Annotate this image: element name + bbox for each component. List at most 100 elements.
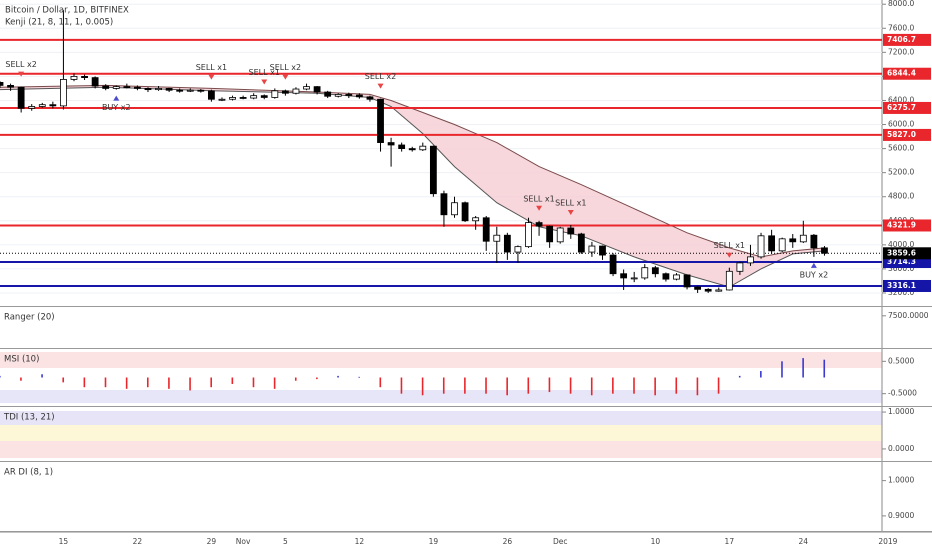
x-tick-label: 19 [429, 537, 439, 546]
panel-title: MSI (10) [4, 355, 39, 365]
candle-body [525, 222, 532, 248]
candle-body [186, 89, 194, 92]
candle-body [577, 233, 585, 253]
signal-label: SELL x1 [249, 68, 280, 77]
bar [125, 377, 128, 389]
bar [421, 377, 424, 396]
bar [168, 377, 170, 389]
bar [527, 377, 530, 394]
candle-body [70, 76, 78, 80]
candle-body [620, 273, 628, 279]
candle-body [197, 89, 205, 92]
candle-body [366, 96, 374, 100]
signal-label: BUY x2 [102, 103, 131, 112]
bar [464, 377, 466, 394]
y-tick-label: 6400.0 [888, 95, 914, 104]
candle-body [725, 270, 733, 291]
candle-body [556, 227, 564, 243]
bar [273, 377, 276, 389]
bar [781, 361, 783, 378]
candle-body [60, 79, 67, 107]
candle-body [144, 88, 152, 91]
bar [717, 377, 720, 394]
candle-body [546, 225, 554, 243]
candle-body [440, 193, 448, 216]
signal-arrow [377, 83, 384, 89]
signal-arrow [18, 71, 25, 77]
candle-body [704, 288, 712, 292]
bar [231, 377, 234, 384]
candle-body [134, 86, 141, 89]
y-tick-label: -0.5000 [888, 389, 917, 398]
candle-body [250, 95, 258, 99]
y-tick-label: 5200.0 [888, 168, 914, 177]
bar [146, 377, 149, 388]
y-tick-label: 0.9000 [888, 511, 914, 520]
y-tick-label: 4800.0 [888, 192, 914, 201]
cloud [0, 85, 825, 287]
bar [62, 377, 65, 383]
candle-body [271, 90, 279, 98]
candle-body [281, 90, 289, 94]
level-label: 6275.7 [887, 103, 916, 112]
candle-body [821, 247, 828, 254]
y-tick-label: 7600.0 [888, 23, 914, 32]
candle-body [493, 234, 501, 242]
y-tick-label: 8000.0 [888, 0, 914, 8]
level-tag [883, 33, 931, 46]
bar [823, 359, 826, 378]
signal-arrow [567, 209, 574, 215]
bar [294, 377, 297, 381]
candle-body [472, 217, 480, 222]
panel-title: Ranger (20) [4, 313, 55, 323]
candle-body [38, 104, 46, 107]
panel-title: AR DI (8, 1) [4, 468, 53, 478]
y-tick-label: 7200.0 [888, 47, 914, 56]
level-tag [883, 279, 931, 292]
signal-arrow [810, 262, 817, 268]
candle-body [789, 238, 797, 243]
candle-body [28, 106, 36, 109]
signal-label: SELL x1 [523, 194, 554, 203]
candle-body [239, 97, 247, 99]
level-label: 3316.1 [887, 281, 916, 290]
candle-body [408, 148, 416, 151]
level-label: 7406.7 [887, 35, 916, 44]
x-tick-label: 2019 [878, 537, 897, 546]
candle-body [334, 94, 342, 97]
candle-body [102, 85, 110, 89]
bar [316, 377, 318, 380]
candle-body [683, 274, 691, 288]
signal-label: SELL x2 [5, 60, 36, 69]
bar [633, 377, 635, 394]
bar [760, 371, 762, 378]
signal-arrow [208, 74, 215, 80]
candle-body [567, 227, 575, 235]
candle-body [229, 97, 236, 100]
y-tick-label: 4000.0 [888, 240, 914, 249]
bar [485, 377, 487, 394]
candle-body [482, 217, 490, 242]
candle-body [324, 91, 332, 97]
candle-body [694, 286, 702, 290]
candle-body [419, 145, 427, 151]
candle-body [260, 95, 268, 98]
candle-body [609, 254, 617, 275]
candle-body [715, 289, 723, 292]
bar [0, 375, 1, 378]
signal-label: SELL x2 [365, 72, 396, 81]
signal-arrow [113, 95, 120, 101]
y-tick-label: 1.0000 [888, 476, 914, 485]
bar [83, 377, 86, 388]
level-tag [883, 128, 931, 141]
candle-body [651, 267, 659, 275]
candle-body [747, 256, 754, 264]
candle-body [630, 277, 638, 280]
y-tick-label: 0.0000 [888, 444, 914, 453]
candle-body [313, 86, 321, 93]
tdi-band-bottom [0, 441, 882, 458]
candle-body [218, 98, 226, 101]
line [0, 84, 825, 258]
signal-label: SELL x1 [196, 63, 227, 72]
bar [337, 375, 339, 378]
